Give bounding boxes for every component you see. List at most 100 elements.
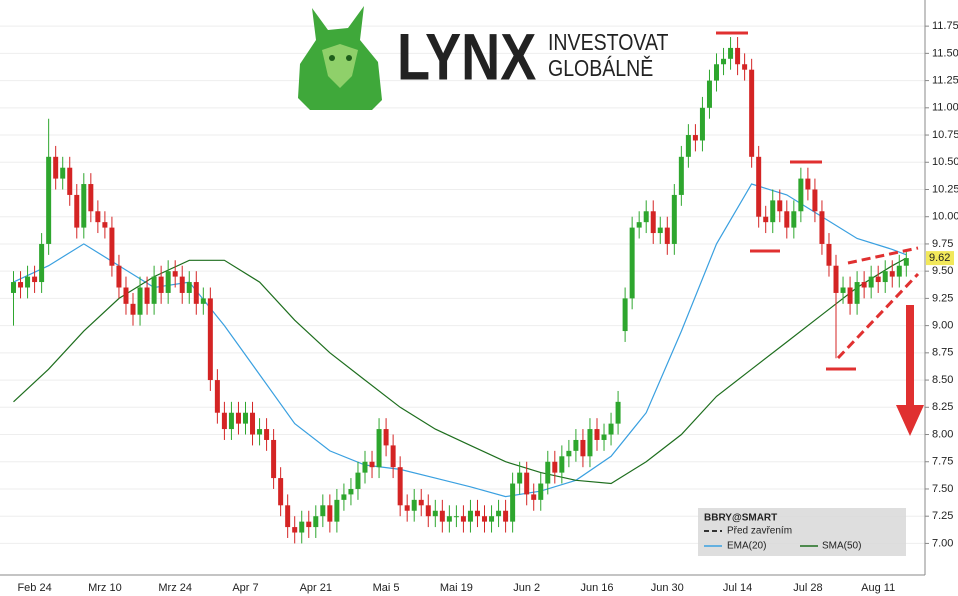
legend-note: Před zavřením	[727, 526, 792, 537]
y-tick-label: 11.75	[932, 20, 958, 32]
candle-body	[137, 287, 143, 315]
candle-body	[580, 439, 586, 457]
candle-body	[32, 276, 38, 283]
x-tick-label: Jun 2	[513, 582, 540, 594]
y-tick-label: 10.25	[932, 183, 958, 195]
candle-body	[608, 423, 614, 435]
candle-body	[186, 282, 192, 293]
candle-body	[320, 505, 326, 517]
x-tick-label: Aug 11	[861, 582, 895, 594]
candle-body	[165, 271, 171, 293]
candle-body	[179, 276, 185, 293]
candle-body	[439, 510, 445, 522]
candle-body	[250, 412, 256, 435]
candle-body	[573, 439, 579, 451]
candle-body	[805, 178, 811, 190]
candle-body	[875, 276, 881, 283]
candle-body	[200, 298, 206, 304]
candle-body	[664, 227, 670, 244]
candle-body	[854, 282, 860, 304]
candle-body	[833, 265, 839, 293]
candle-body	[685, 135, 691, 157]
candle-body	[650, 211, 656, 234]
candle-body	[496, 510, 502, 517]
candle-body	[425, 505, 431, 517]
y-tick-label: 11.00	[932, 102, 958, 114]
candle-body	[840, 287, 846, 293]
y-tick-label: 7.25	[932, 510, 953, 522]
candle-body	[714, 64, 719, 81]
candle-body	[327, 505, 333, 522]
candle-body	[861, 282, 867, 288]
candle-body	[503, 510, 509, 522]
candle-body	[271, 439, 277, 479]
candle-body	[53, 156, 59, 179]
candle-body	[299, 521, 305, 533]
candle-body	[306, 521, 312, 528]
candle-body	[95, 211, 101, 223]
legend-label: SMA(50)	[822, 541, 861, 552]
candle-body	[242, 412, 248, 424]
x-tick-label: Mai 19	[440, 582, 473, 594]
y-tick-label: 10.75	[932, 129, 958, 141]
candle-body	[489, 516, 495, 522]
candle-body	[538, 483, 544, 500]
candle-body	[369, 461, 375, 468]
annotation-arrow-head	[896, 405, 924, 436]
legend: BBRY@SMART Před zavřením EMA(20) SMA(50)	[698, 508, 906, 556]
candle-body	[749, 69, 755, 157]
candle-body	[791, 211, 797, 228]
candle-body	[404, 505, 410, 511]
candle-body	[460, 516, 466, 522]
y-tick-label: 8.75	[932, 347, 953, 359]
candle-body	[453, 516, 459, 518]
candle-body	[671, 194, 677, 244]
y-tick-label: 10.00	[932, 211, 958, 223]
candle-body	[88, 184, 94, 212]
candle-body	[524, 472, 530, 495]
candle-body	[566, 450, 572, 457]
candle-body	[629, 227, 635, 299]
y-tick-label: 7.50	[932, 483, 953, 495]
x-tick-label: Mai 5	[373, 582, 400, 594]
candle-body	[341, 494, 347, 500]
candle-body	[643, 211, 649, 223]
y-tick-label: 9.25	[932, 292, 953, 304]
candle-body	[545, 461, 551, 484]
x-tick-label: Feb 24	[17, 582, 51, 594]
candle-body	[130, 303, 136, 315]
candle-body	[552, 461, 558, 473]
x-tick-label: Mrz 24	[158, 582, 192, 594]
candle-body	[819, 211, 825, 244]
y-tick-label: 7.75	[932, 456, 953, 468]
candle-body	[882, 271, 888, 283]
candle-body	[278, 478, 284, 506]
candle-body	[390, 445, 396, 468]
candle-body	[467, 510, 473, 522]
candle-body	[636, 222, 642, 228]
y-tick-label: 8.00	[932, 428, 953, 440]
candles	[11, 37, 909, 544]
candle-body	[868, 276, 874, 288]
y-tick-label: 10.50	[932, 156, 958, 168]
candle-body	[60, 167, 66, 179]
candle-body	[657, 227, 663, 234]
candle-body	[889, 271, 895, 277]
candle-body	[383, 429, 389, 446]
grid	[0, 25, 925, 544]
candle-body	[292, 527, 298, 533]
x-tick-label: Mrz 10	[88, 582, 122, 594]
candle-body	[510, 483, 516, 522]
candle-body	[362, 461, 368, 473]
y-tick-label: 8.25	[932, 401, 953, 413]
candle-body	[418, 499, 424, 506]
candle-body	[847, 287, 853, 304]
candle-body	[25, 276, 31, 288]
candle-body	[721, 58, 727, 65]
candle-body	[313, 516, 319, 528]
x-tick-label: Apr 7	[232, 582, 258, 594]
candle-body	[11, 282, 16, 293]
logo-line2: GLOBÁLNĚ	[548, 55, 653, 82]
candle-body	[770, 200, 776, 223]
